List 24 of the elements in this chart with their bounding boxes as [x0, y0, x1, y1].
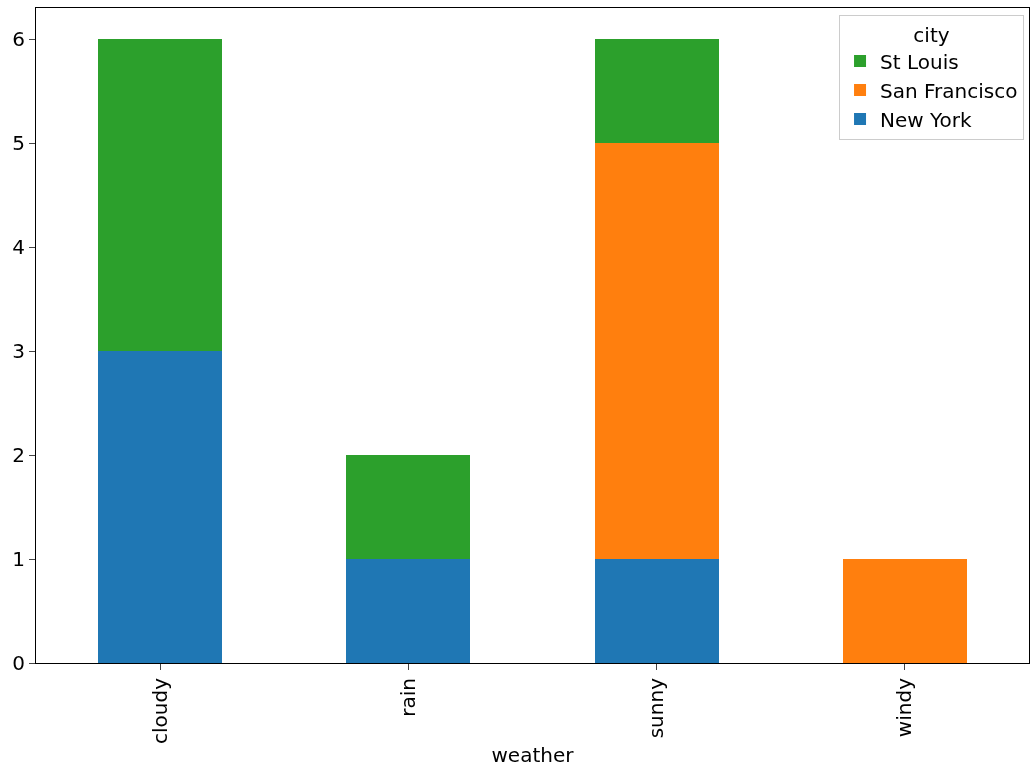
bar: [594, 39, 719, 144]
y-tick-label: 0: [12, 651, 25, 675]
bar: [98, 351, 223, 663]
x-tick-label: rain: [395, 678, 420, 717]
y-tick-label: 2: [12, 443, 25, 468]
legend-label: San Francisco: [880, 78, 1018, 103]
legend-label: St Louis: [880, 49, 959, 74]
bar: [346, 455, 471, 560]
y-tick-label: 1: [12, 547, 25, 572]
y-tick-label: 6: [12, 27, 25, 52]
x-tick-label: cloudy: [147, 677, 172, 744]
bar: [98, 39, 223, 352]
x-axis-title: weather: [491, 742, 575, 767]
bar: [594, 143, 719, 560]
x-tick-label: sunny: [644, 677, 669, 739]
bar: [594, 559, 719, 663]
bar: [346, 559, 471, 663]
legend-title: city: [913, 22, 950, 47]
y-tick-label: 5: [12, 131, 25, 156]
bar: [842, 559, 967, 663]
y-tick-label: 4: [12, 235, 25, 260]
y-tick-label: 3: [12, 339, 25, 364]
x-tick-label: windy: [892, 677, 917, 738]
legend-label: New York: [880, 107, 973, 132]
